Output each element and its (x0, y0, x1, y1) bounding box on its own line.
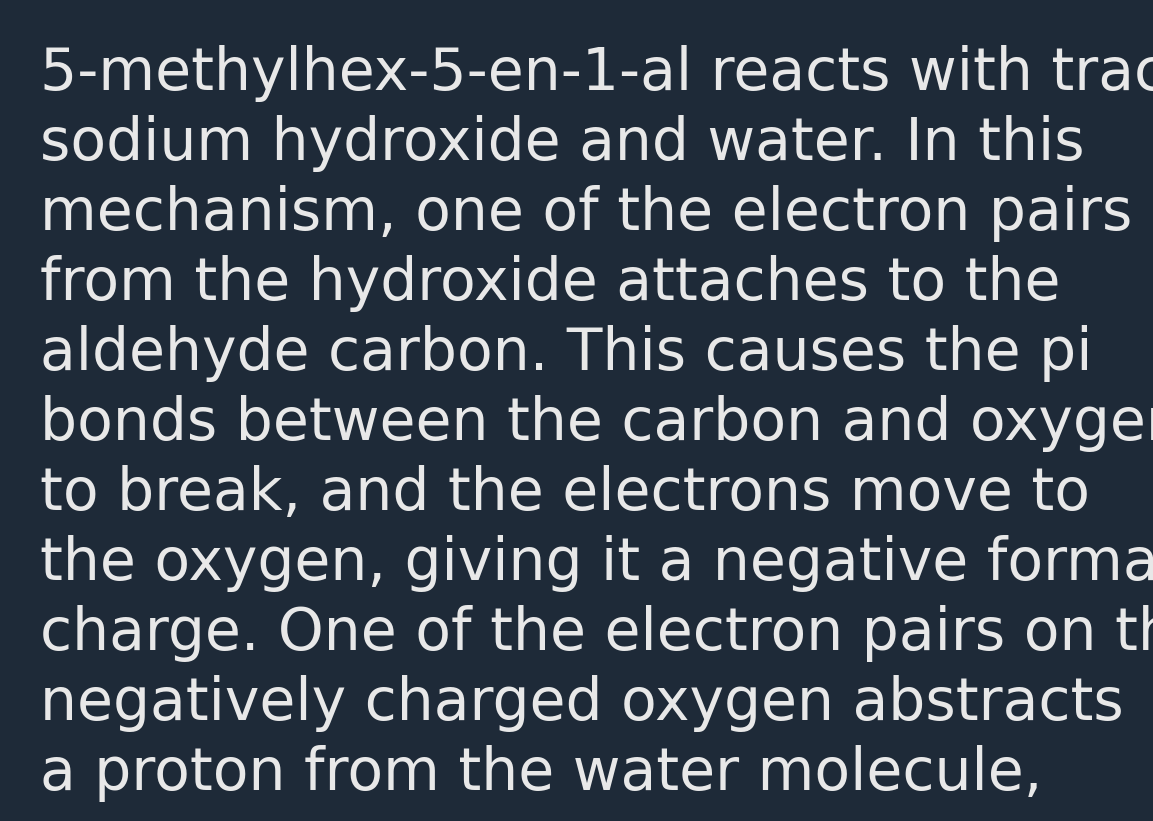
Text: bonds between the carbon and oxygen: bonds between the carbon and oxygen (40, 395, 1153, 452)
Text: the oxygen, giving it a negative formal: the oxygen, giving it a negative formal (40, 535, 1153, 592)
Text: sodium hydroxide and water. In this: sodium hydroxide and water. In this (40, 115, 1085, 172)
Text: from the hydroxide attaches to the: from the hydroxide attaches to the (40, 255, 1061, 312)
Text: negatively charged oxygen abstracts: negatively charged oxygen abstracts (40, 675, 1124, 732)
Text: aldehyde carbon. This causes the pi: aldehyde carbon. This causes the pi (40, 325, 1093, 382)
Text: 5-methylhex-5-en-1-al reacts with trace: 5-methylhex-5-en-1-al reacts with trace (40, 45, 1153, 102)
Text: a proton from the water molecule,: a proton from the water molecule, (40, 745, 1042, 802)
Text: to break, and the electrons move to: to break, and the electrons move to (40, 465, 1090, 522)
Text: charge. One of the electron pairs on the: charge. One of the electron pairs on the (40, 605, 1153, 662)
Text: mechanism, one of the electron pairs: mechanism, one of the electron pairs (40, 185, 1132, 242)
